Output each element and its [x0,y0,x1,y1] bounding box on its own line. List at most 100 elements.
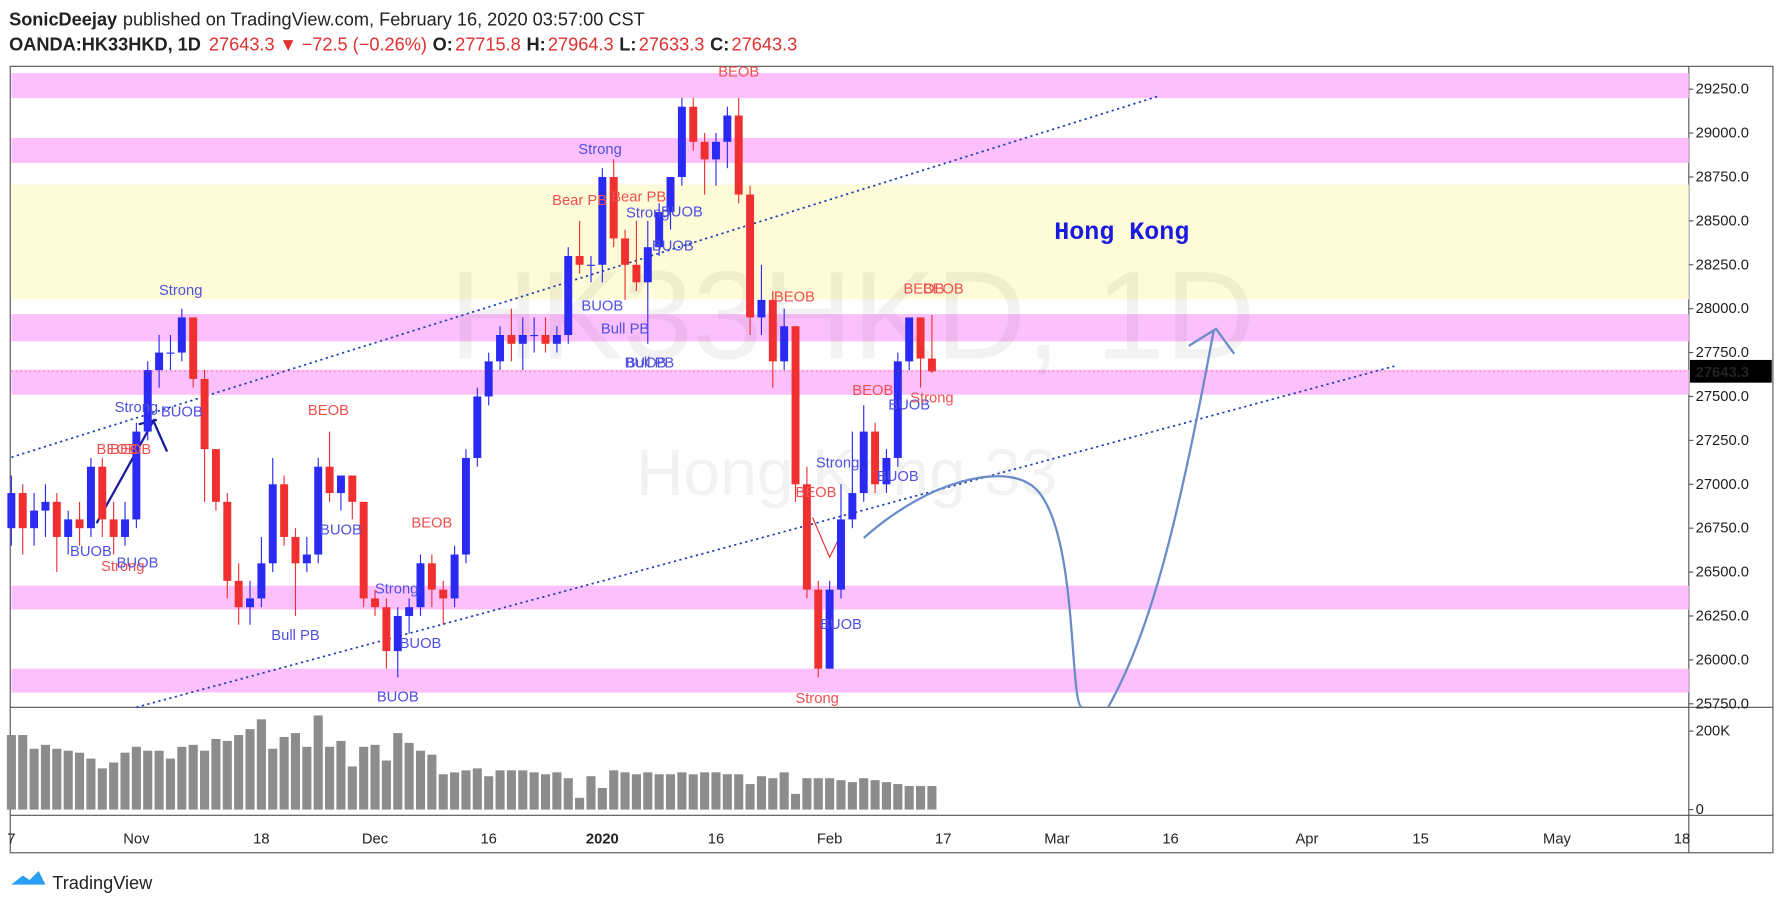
candle-body [393,615,402,652]
candle-body [30,510,39,529]
candle-body [723,115,732,142]
volume-bar [347,766,357,810]
volume-bar [506,770,516,810]
volume-bar [518,770,528,810]
volume-bar [245,729,255,810]
volume-bar [63,750,73,810]
volume-bar [52,748,62,810]
volume-bar [711,772,721,810]
annotation: BEOB [903,282,944,298]
volume-bar [222,740,232,810]
candle-body [121,519,129,537]
volume-bar [154,750,164,810]
volume-bar [109,762,119,810]
annotation: Bull PB [271,628,320,644]
candle-body [41,501,50,511]
y-tick-label: 28000.0 [1696,301,1749,317]
annotation: Strong [816,456,860,472]
candle-body [302,554,311,564]
y-tick-label: 29250.0 [1696,82,1749,98]
y-tick-label: 28750.0 [1696,170,1749,186]
marks: 25750.0 26000.0 26250.0 26500.0 26750.0 27000… [6,65,1772,848]
candle-body [314,466,323,555]
annotation: BUOB [320,523,362,539]
volume-bar [552,772,562,810]
h-label: H: [526,34,545,54]
candle-body [825,589,834,669]
volume-bar [165,758,176,810]
l-label: L: [619,34,636,54]
x-tick-label: Mar [1044,832,1070,848]
volume-bar [188,744,198,810]
y-tick-label: 29000.0 [1696,126,1749,142]
volume-bar [472,768,482,810]
candle-body [484,361,493,397]
candle-body [98,466,107,520]
header-line: SonicDeejay published on TradingView.com,… [9,9,645,29]
drawn-arrow [95,418,169,524]
volume-bar [688,774,698,810]
volume-bar [643,772,653,810]
annotation: BEOB [97,442,138,458]
volume-bar [790,793,801,810]
volume-bar [359,746,369,810]
candle-body [155,352,164,371]
candle-body [780,326,789,362]
candle-body [609,176,618,239]
candle-body [700,141,709,160]
candle-body [336,475,345,494]
volume-bar [779,772,789,810]
yellow-zone [11,184,1689,300]
annotation: Bull PB [626,355,675,371]
annotation: Strong [910,391,954,407]
candle-body [871,431,880,485]
change: −72.5 (−0.26%) [302,34,427,54]
y-tick-label: 25750.0 [1696,696,1749,712]
candle-body [677,106,686,177]
x-tick-label: 18 [1674,832,1690,848]
candle-body [143,370,152,432]
annotation: Bear PB [611,190,666,206]
volume-bar [336,740,346,810]
y-tick-label: 27250.0 [1696,433,1749,449]
candle-body [655,212,664,248]
projection-arrow [1188,327,1236,355]
volume-bar [404,742,414,810]
volume-bar [722,774,732,810]
x-tick-label: 15 [1412,832,1428,848]
candle-body [268,484,277,564]
annotation: BUOB [581,299,623,315]
volume-bar [97,768,107,810]
annotation: Bear PB [552,193,607,209]
annotation: BEOB [308,403,349,419]
candle-body [132,431,141,520]
candle-body [189,317,198,379]
candle-body [439,589,448,599]
candle-body [689,106,698,142]
x-tick-label: May [1543,832,1572,848]
volume-bar [461,770,471,810]
candle-body [541,335,550,344]
annotation: BUOB [652,238,694,254]
annotation: Strong [115,400,159,416]
pink-zone [11,369,1689,395]
candle-body [257,563,266,599]
y-tick-label: 26250.0 [1696,609,1749,625]
annotation: BEOB [774,290,815,306]
annotation: BUOB [117,556,159,572]
volume-bar [438,774,448,810]
y-tick-label: 28500.0 [1696,213,1749,229]
candle-body [382,607,391,652]
annotation: BEOB [110,442,151,458]
volume-bar [86,758,96,810]
volume-bar [756,776,766,810]
candle-body [666,176,675,213]
annotation: Strong [375,582,419,598]
candle-body [791,326,800,485]
candle-body [757,299,766,318]
candle-body [234,580,243,608]
watermark-name: Hong Kong 33 [636,435,1057,509]
x-tick-label: Dec [362,832,388,848]
